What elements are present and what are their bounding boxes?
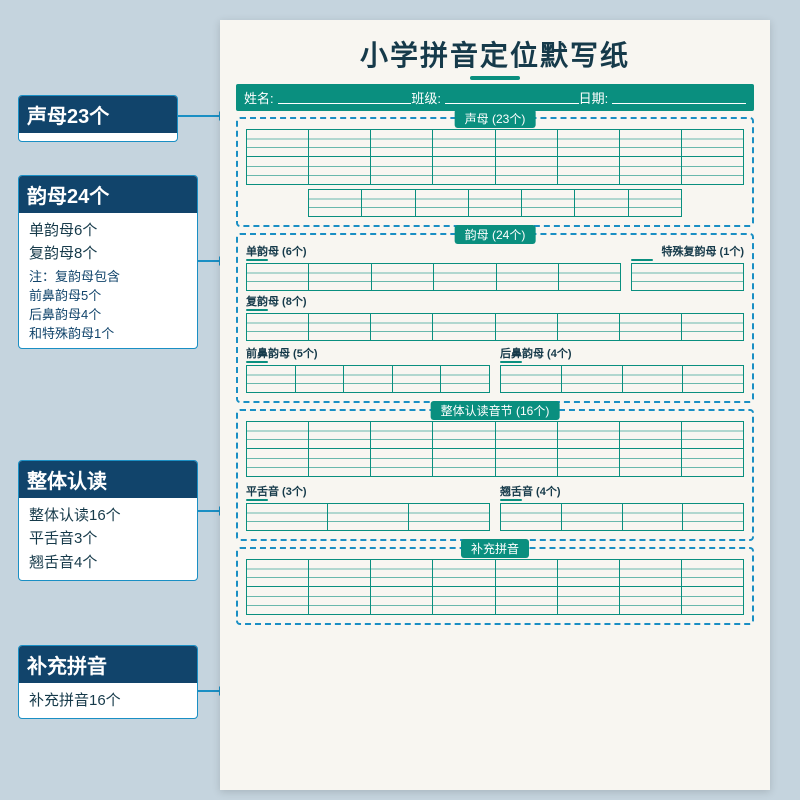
callout-title: 补充拼音 (19, 646, 197, 683)
section-zhengti: 整体认读音节 (16个) 平舌音 (3个) 翘舌音 (4个) (236, 409, 754, 541)
section-label: 声母 (23个) (455, 109, 536, 128)
header-bar: 姓名: 班级: 日期: (236, 84, 754, 111)
sub-label: 平舌音 (3个) (246, 483, 490, 501)
name-input[interactable] (278, 91, 412, 104)
sub-label: 翘舌音 (4个) (500, 483, 744, 501)
callout-line: 补充拼音16个 (29, 689, 187, 712)
callout-buchong: 补充拼音 补充拼音16个 (18, 645, 198, 719)
callout-note: 和特殊韵母1个 (29, 323, 187, 342)
sub-label: 特殊复韵母 (1个) (631, 243, 744, 261)
callout-line: 翘舌音4个 (29, 551, 187, 574)
callout-line: 平舌音3个 (29, 527, 187, 550)
callout-title: 韵母24个 (19, 176, 197, 213)
callout-title: 声母23个 (19, 96, 177, 133)
class-label: 班级: (411, 88, 441, 107)
section-label: 补充拼音 (461, 539, 529, 558)
callout-line: 整体认读16个 (29, 504, 187, 527)
section-buchong: 补充拼音 (236, 547, 754, 625)
page-title: 小学拼音定位默写纸 (236, 34, 754, 80)
grid-row (246, 157, 744, 185)
callout-zhengti: 整体认读 整体认读16个 平舌音3个 翘舌音4个 (18, 460, 198, 581)
callout-note: 注：复韵母包含 (29, 266, 187, 285)
grid-row (308, 189, 682, 217)
sub-label: 后鼻韵母 (4个) (500, 345, 744, 363)
section-yunmu: 韵母 (24个) 单韵母 (6个) 特殊复韵母 (1个) 复韵母 (8个) 前鼻… (236, 233, 754, 403)
date-input[interactable] (612, 91, 746, 104)
callout-note: 前鼻韵母5个 (29, 285, 187, 304)
sub-label: 复韵母 (8个) (246, 293, 744, 311)
callout-title: 整体认读 (19, 461, 197, 498)
section-label: 整体认读音节 (16个) (431, 401, 560, 420)
callout-shengmu: 声母23个 (18, 95, 178, 142)
section-shengmu: 声母 (23个) (236, 117, 754, 227)
sub-label: 前鼻韵母 (5个) (246, 345, 490, 363)
callout-note: 后鼻韵母4个 (29, 304, 187, 323)
sub-label: 单韵母 (6个) (246, 243, 621, 261)
grid-row (246, 129, 744, 157)
callout-yunmu: 韵母24个 单韵母6个 复韵母8个 注：复韵母包含 前鼻韵母5个 后鼻韵母4个 … (18, 175, 198, 349)
section-label: 韵母 (24个) (455, 225, 536, 244)
class-input[interactable] (445, 91, 579, 104)
name-label: 姓名: (244, 88, 274, 107)
callout-line: 复韵母8个 (29, 242, 187, 265)
worksheet-paper: 小学拼音定位默写纸 姓名: 班级: 日期: 声母 (23个) 韵母 (24个) … (220, 20, 770, 790)
callout-line: 单韵母6个 (29, 219, 187, 242)
date-label: 日期: (579, 88, 609, 107)
